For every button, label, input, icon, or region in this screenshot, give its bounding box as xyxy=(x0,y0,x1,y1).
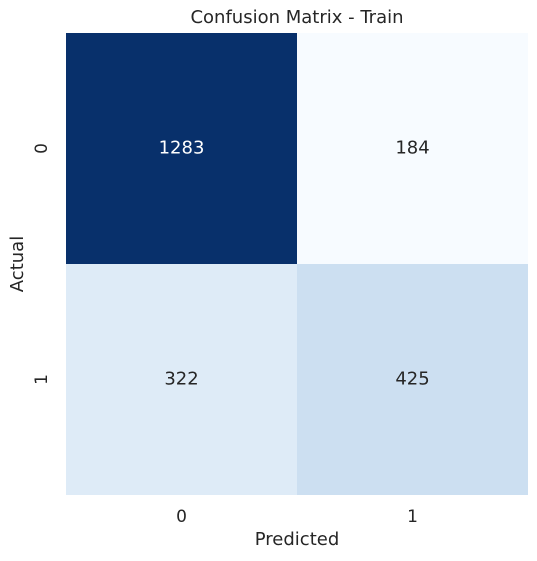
x-tick-label: 0 xyxy=(176,507,187,527)
heatmap-cell xyxy=(297,264,528,495)
x-tick-label: 1 xyxy=(407,507,418,527)
cell-label: 184 xyxy=(395,138,429,159)
x-axis-label: Predicted xyxy=(255,529,340,550)
y-axis-label: Actual xyxy=(7,236,28,292)
y-tick-label: 1 xyxy=(32,374,52,385)
cell-label: 425 xyxy=(395,369,429,390)
chart-title: Confusion Matrix - Train xyxy=(190,7,403,28)
heatmap-cell xyxy=(66,264,297,495)
y-tick-label: 0 xyxy=(32,143,52,154)
heatmap-cell xyxy=(297,33,528,264)
heatmap-cell xyxy=(66,33,297,264)
cell-label: 322 xyxy=(164,369,198,390)
cell-label: 1283 xyxy=(159,138,205,159)
